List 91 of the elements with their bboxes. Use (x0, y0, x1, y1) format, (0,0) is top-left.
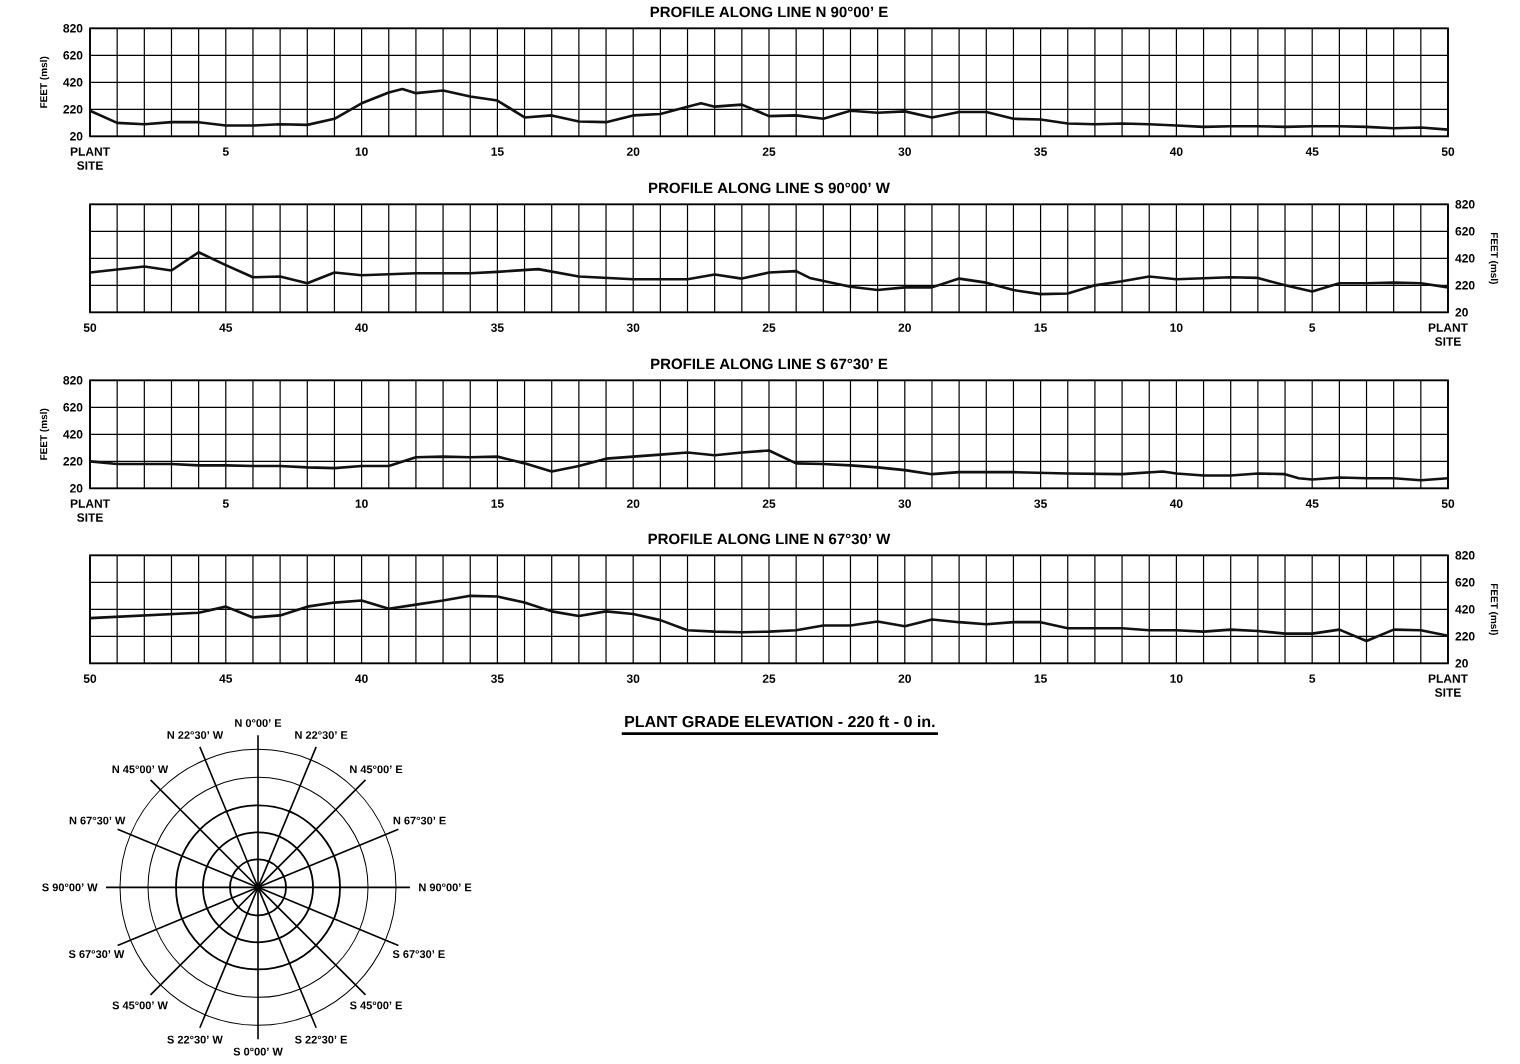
x-tick-label: 45 (1305, 499, 1319, 508)
y2-tick-label: 820 (1455, 550, 1475, 560)
text: N 45°00’ E (350, 765, 403, 774)
x-tick-label: 15 (491, 147, 504, 156)
x-tick-label: 15 (1034, 323, 1047, 332)
x-tick-label: 40 (1169, 147, 1183, 156)
text: S 45°00’ W (112, 1001, 168, 1010)
text: S 90°00’ W (42, 883, 98, 892)
text: N 90°00’ E (419, 883, 472, 892)
x-tick-label: PLANT SITE (1428, 323, 1468, 346)
x-tick-label: 15 (491, 499, 504, 508)
x-tick-label: 10 (355, 499, 368, 508)
chart-title: PROFILE ALONG LINE S 67°30’ E (651, 358, 888, 370)
y2-tick-label: 220 (1455, 631, 1475, 641)
y-tick-label: 620 (63, 50, 83, 60)
y-tick-label: 420 (63, 77, 83, 87)
line-series (88, 87, 1450, 131)
x-tick-label: 50 (83, 323, 97, 332)
text: N 67°30’ W (69, 816, 126, 825)
x-tick-label: 25 (762, 147, 776, 156)
chart-title: PROFILE ALONG LINE N 90°00’ E (650, 6, 888, 18)
text: S 22°30’ E (294, 1035, 347, 1044)
text: PLANT GRADE ELEVATION - 220 ft - 0 in. (625, 715, 935, 728)
y-axis-title: FEET (msl) (39, 56, 50, 108)
text: S 22°30’ W (167, 1035, 223, 1044)
y2-tick-label: 420 (1455, 253, 1475, 263)
y-tick-label: 620 (63, 402, 83, 412)
y2-axis-title: FEET (msl) (1488, 583, 1499, 635)
text: S 67°30’ E (392, 950, 445, 958)
chart-title: PROFILE ALONG LINE S 90°00’ W (649, 182, 890, 194)
x-tick-label: 20 (626, 499, 640, 508)
x-tick-label: 30 (898, 147, 911, 156)
x-tick-label: 20 (898, 323, 911, 332)
y-tick-label: 420 (63, 429, 83, 439)
y-axis-title: FEET (msl) (39, 408, 50, 460)
y2-tick-label: 420 (1455, 604, 1475, 614)
x-tick-label: 5 (222, 499, 229, 508)
x-tick-label: 40 (355, 674, 368, 683)
text: N 45°00’ W (112, 765, 169, 774)
x-tick-label: 35 (491, 323, 504, 332)
x-tick-label: 30 (626, 674, 640, 683)
x-tick-label: PLANT SITE (70, 499, 110, 522)
y2-tick-label: 220 (1455, 280, 1475, 290)
text: N 22°30’ W (167, 731, 224, 739)
x-tick-label: 35 (491, 674, 504, 683)
line-series (88, 250, 1450, 296)
x-tick-label: 5 (222, 147, 229, 156)
y2-tick-label: 620 (1455, 577, 1475, 587)
x-tick-label: 35 (1034, 147, 1047, 156)
x-tick-label: 30 (898, 499, 911, 508)
text: N 0°00’ E (235, 718, 282, 727)
y-tick-label: 20 (70, 483, 83, 493)
text: S 0°00’ W (233, 1047, 283, 1056)
x-tick-label: 35 (1034, 499, 1047, 508)
x-tick-label: PLANT SITE (1428, 674, 1468, 697)
x-tick-label: 30 (626, 323, 640, 332)
x-tick-label: 40 (355, 323, 368, 332)
text: N 67°30’ E (393, 816, 446, 825)
x-tick-label: 10 (355, 147, 368, 156)
x-tick-label: 5 (1309, 674, 1316, 683)
y-tick-label: 220 (63, 104, 83, 114)
y-tick-label: 220 (63, 456, 83, 466)
x-tick-label: 25 (762, 323, 776, 332)
x-tick-label: 5 (1309, 323, 1316, 332)
x-tick-label: 25 (762, 674, 776, 683)
x-tick-label: 20 (626, 147, 640, 156)
x-tick-label: PLANT SITE (70, 147, 110, 170)
x-tick-label: 15 (1034, 674, 1047, 683)
y-tick-label: 820 (63, 23, 83, 33)
y2-tick-label: 620 (1455, 226, 1475, 236)
y-tick-label: 820 (63, 375, 83, 385)
text: S 67°30’ W (68, 950, 125, 958)
y2-axis-title: FEET (msl) (1488, 232, 1499, 284)
y2-tick-label: 20 (1455, 307, 1468, 317)
x-tick-label: 20 (898, 674, 911, 683)
x-tick-label: 50 (1441, 499, 1455, 508)
x-tick-label: 10 (1170, 674, 1183, 683)
x-tick-label: 10 (1170, 323, 1183, 332)
text: N 22°30’ E (295, 731, 348, 739)
x-tick-label: 50 (1441, 147, 1455, 156)
chart-title: PROFILE ALONG LINE N 67°30’ W (648, 533, 891, 545)
x-tick-label: 40 (1169, 499, 1183, 508)
x-tick-label: 45 (219, 323, 233, 332)
x-tick-label: 45 (1305, 147, 1319, 156)
text: S 45°00’ E (349, 1001, 402, 1010)
x-tick-label: 25 (762, 499, 776, 508)
x-tick-label: 45 (219, 674, 233, 683)
y-tick-label: 20 (70, 131, 83, 141)
x-tick-label: 50 (83, 674, 97, 683)
y2-tick-label: 20 (1455, 658, 1468, 668)
y2-tick-label: 820 (1455, 199, 1475, 209)
